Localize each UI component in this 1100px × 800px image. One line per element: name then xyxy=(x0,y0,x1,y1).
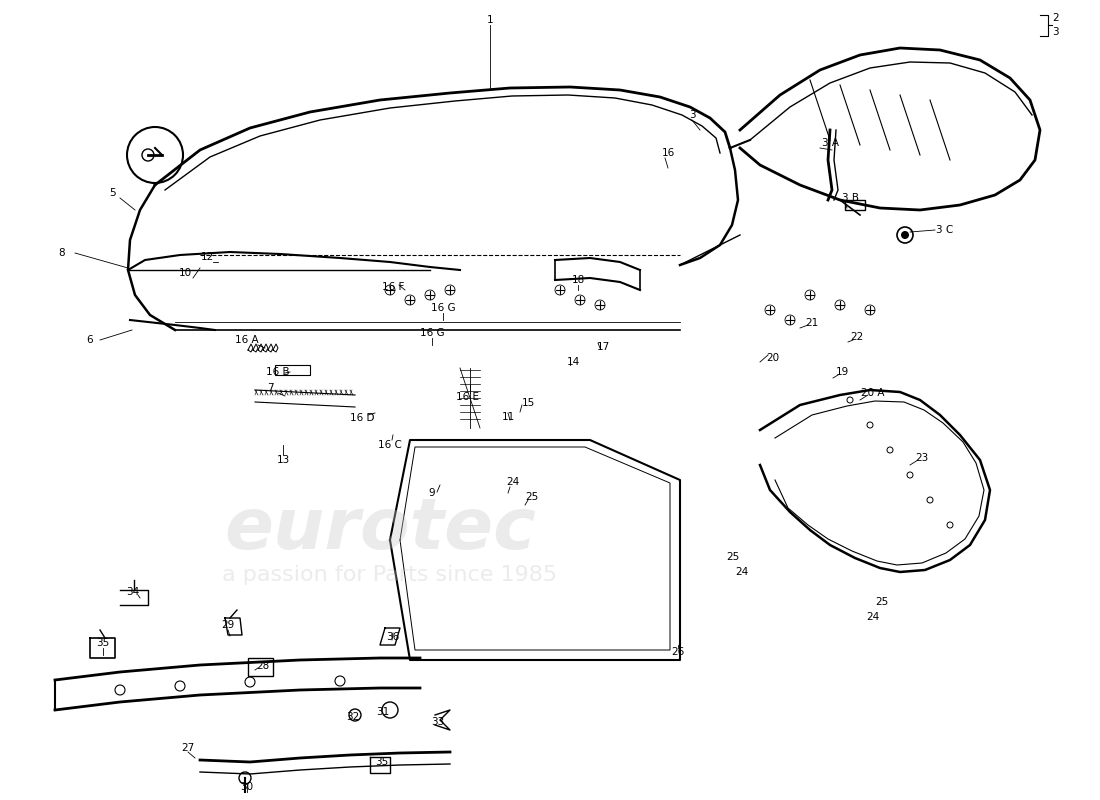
Text: 24: 24 xyxy=(736,567,749,577)
Text: 24: 24 xyxy=(867,612,880,622)
Text: 22: 22 xyxy=(850,332,864,342)
Circle shape xyxy=(901,231,909,239)
Text: 16 E: 16 E xyxy=(455,392,478,402)
Text: 10: 10 xyxy=(178,268,191,278)
Text: 16 D: 16 D xyxy=(350,413,374,423)
Text: 25: 25 xyxy=(526,492,539,502)
Text: 35: 35 xyxy=(97,638,110,648)
Text: 35: 35 xyxy=(375,757,388,767)
Text: 33: 33 xyxy=(431,717,444,727)
Text: 30: 30 xyxy=(241,782,254,792)
Text: 7: 7 xyxy=(266,383,273,393)
Text: 34: 34 xyxy=(126,587,140,597)
Bar xyxy=(275,365,310,375)
Bar xyxy=(248,658,273,676)
Text: 32: 32 xyxy=(346,712,360,722)
Text: 12: 12 xyxy=(200,252,213,262)
Text: 8: 8 xyxy=(58,248,65,258)
Text: 16 G: 16 G xyxy=(431,303,455,313)
Text: 24: 24 xyxy=(506,477,519,487)
Text: 5: 5 xyxy=(109,188,116,198)
Text: 25: 25 xyxy=(726,552,739,562)
Text: a passion for Parts since 1985: a passion for Parts since 1985 xyxy=(222,565,558,585)
Text: 16 F: 16 F xyxy=(382,282,404,292)
Text: 6: 6 xyxy=(87,335,94,345)
Text: 3: 3 xyxy=(689,110,695,120)
Text: 31: 31 xyxy=(376,707,389,717)
Text: 16 B: 16 B xyxy=(266,367,289,377)
Text: 1: 1 xyxy=(486,15,493,25)
Text: 3 A: 3 A xyxy=(822,138,838,148)
Text: 28: 28 xyxy=(256,661,270,671)
Bar xyxy=(845,200,865,210)
Text: 26: 26 xyxy=(671,647,684,657)
Text: 15: 15 xyxy=(521,398,535,408)
Text: 9: 9 xyxy=(429,488,436,498)
Text: 23: 23 xyxy=(915,453,928,463)
Text: 3: 3 xyxy=(1052,27,1058,37)
Text: 13: 13 xyxy=(276,455,289,465)
Text: 20: 20 xyxy=(767,353,780,363)
Text: 14: 14 xyxy=(566,357,580,367)
Text: 16: 16 xyxy=(661,148,674,158)
Text: 16 C: 16 C xyxy=(378,440,402,450)
Text: eurotec: eurotec xyxy=(224,495,536,565)
Text: 16 G: 16 G xyxy=(420,328,444,338)
Text: 11: 11 xyxy=(502,412,515,422)
Text: 18: 18 xyxy=(571,275,584,285)
Text: 25: 25 xyxy=(876,597,889,607)
Text: 17: 17 xyxy=(596,342,609,352)
Text: 36: 36 xyxy=(386,632,399,642)
Text: 21: 21 xyxy=(805,318,818,328)
Text: 3 B: 3 B xyxy=(842,193,858,203)
Text: 2: 2 xyxy=(1052,13,1058,23)
Text: 16 A: 16 A xyxy=(235,335,258,345)
Text: 27: 27 xyxy=(182,743,195,753)
Text: 20 A: 20 A xyxy=(861,388,884,398)
Text: 29: 29 xyxy=(221,620,234,630)
Text: 19: 19 xyxy=(835,367,848,377)
Text: 3 C: 3 C xyxy=(936,225,954,235)
